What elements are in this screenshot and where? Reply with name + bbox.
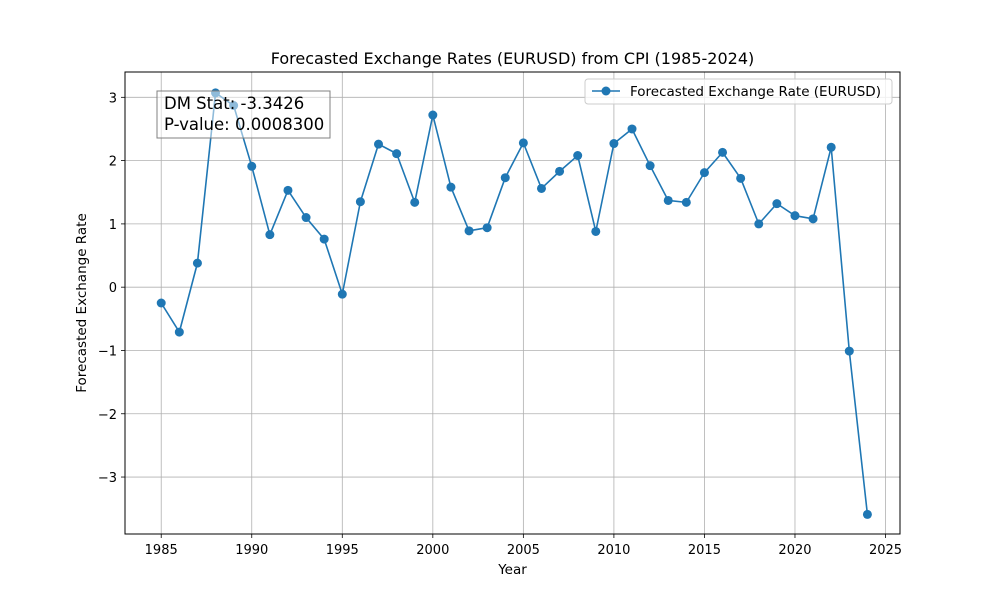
y-axis-label: Forecasted Exchange Rate xyxy=(74,213,90,393)
axis-ticks: 1985 1990 1995 2000 2005 2010 2015 2020 2025 −3 −2… xyxy=(98,91,902,558)
x-tick-label: 2000 xyxy=(416,543,449,558)
data-point xyxy=(265,230,275,240)
data-point xyxy=(681,197,691,207)
data-point xyxy=(555,166,565,176)
data-point xyxy=(772,199,782,209)
data-point xyxy=(392,149,402,159)
legend-marker-swatch xyxy=(601,86,611,96)
data-point xyxy=(844,346,854,356)
data-point xyxy=(663,195,673,205)
data-point xyxy=(174,327,184,337)
data-point xyxy=(591,226,601,236)
y-tick-label: 3 xyxy=(109,91,117,106)
grid xyxy=(125,72,900,534)
data-point xyxy=(536,183,546,193)
series-layer xyxy=(156,88,872,519)
x-tick-label: 2010 xyxy=(597,543,630,558)
x-tick-label: 2025 xyxy=(869,543,902,558)
y-tick-label: −2 xyxy=(98,408,117,423)
data-point xyxy=(283,185,293,195)
data-point xyxy=(192,258,202,268)
data-point xyxy=(573,151,583,161)
y-tick-label: 2 xyxy=(109,155,117,170)
data-point xyxy=(446,182,456,192)
data-point xyxy=(156,298,166,308)
plot-frame xyxy=(124,71,901,535)
data-point xyxy=(301,213,311,223)
x-tick-label: 1985 xyxy=(145,543,178,558)
data-point xyxy=(645,161,655,171)
chart-title: Forecasted Exchange Rates (EURUSD) from … xyxy=(271,49,755,68)
data-point xyxy=(736,173,746,183)
data-point xyxy=(699,168,709,178)
data-point xyxy=(247,161,257,171)
data-point xyxy=(337,289,347,299)
y-tick-label: 1 xyxy=(109,218,117,233)
data-point xyxy=(374,139,384,149)
data-point xyxy=(808,214,818,224)
data-point xyxy=(826,142,836,152)
stat-annotation: DM Stat: -3.3426 P-value: 0.0008300 xyxy=(156,90,331,139)
x-tick-label: 2005 xyxy=(507,543,540,558)
x-axis-label: Year xyxy=(497,562,527,578)
data-point xyxy=(790,211,800,221)
data-point xyxy=(862,509,872,519)
y-tick-label: −3 xyxy=(98,471,117,486)
x-tick-label: 1995 xyxy=(326,543,359,558)
series-line xyxy=(160,92,869,515)
data-point xyxy=(355,197,365,207)
y-tick-label: 0 xyxy=(109,281,117,296)
x-tick-label: 2015 xyxy=(688,543,721,558)
data-point xyxy=(609,139,619,149)
data-point xyxy=(718,147,728,157)
legend-label: Forecasted Exchange Rate (EURUSD) xyxy=(630,84,881,100)
legend-box xyxy=(584,78,893,105)
y-tick-label: −1 xyxy=(98,344,117,359)
data-point xyxy=(754,219,764,229)
data-point xyxy=(410,197,420,207)
data-point xyxy=(482,223,492,233)
data-point xyxy=(627,124,637,134)
data-point xyxy=(518,138,528,148)
x-tick-label: 1990 xyxy=(235,543,268,558)
stat-annotation-box xyxy=(156,90,331,139)
data-point xyxy=(500,173,510,183)
data-point xyxy=(428,110,438,120)
p-value-text: P-value: 0.0008300 xyxy=(164,115,324,134)
dm-stat-text: DM Stat: -3.3426 xyxy=(164,94,304,113)
data-point xyxy=(319,234,329,244)
x-tick-label: 2020 xyxy=(778,543,811,558)
legend: Forecasted Exchange Rate (EURUSD) xyxy=(584,78,893,105)
data-point xyxy=(464,226,474,236)
